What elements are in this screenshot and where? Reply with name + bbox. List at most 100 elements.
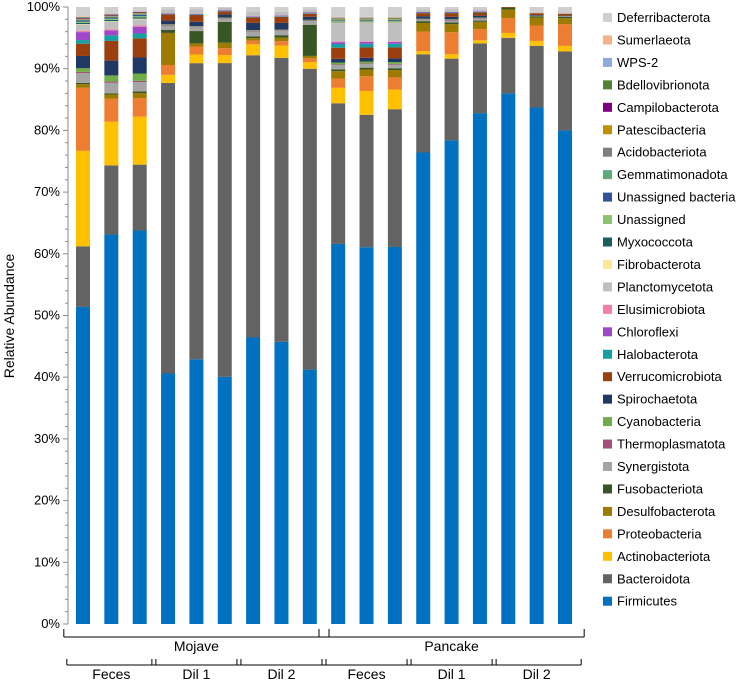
bar-segment [359,43,374,48]
bar-stack [331,7,346,625]
legend-item: Patescibacteria [603,122,707,137]
y-axis-title: Relative Abundance [1,254,17,379]
bar-segment [331,22,346,24]
bar-segment [558,13,572,16]
bar-segment [217,14,232,18]
bar-segment [387,41,402,42]
bar-segment [189,54,204,64]
bar-segment [104,15,119,16]
bar-segment [444,11,459,13]
bar-segment [416,11,431,13]
bar-segment [161,13,176,14]
bar-segment [132,80,147,83]
bar-segment [359,76,374,91]
bar-segment [416,22,431,32]
bar-segment [387,20,402,22]
legend-swatch [603,372,612,382]
bar-segment [132,19,147,26]
bar-segment [529,17,544,26]
bar-segment [387,22,402,23]
bar-segment [76,32,90,41]
bar-segment [274,41,289,46]
bar-segment [331,23,346,42]
bar-segment [302,369,317,624]
legend-swatch [603,192,612,202]
bar-segment [104,94,119,99]
legend-swatch [603,35,612,45]
bar-segment [217,18,232,19]
bar-segment [104,60,119,76]
bar-segment [189,27,204,32]
bar-segment [302,20,317,22]
legend-label: Bacteroidota [617,571,691,586]
bar-segment [104,13,119,15]
bar-segment [387,7,402,17]
bar-segment [189,63,204,360]
bar-segment [387,109,402,247]
bar-segment [132,33,147,39]
legend-label: Halobacterota [617,347,699,362]
bar-segment [444,19,459,20]
bar-segment [76,84,90,88]
legend-swatch [603,282,612,292]
bar-segment [331,44,346,48]
bar-segment [132,13,147,15]
bar-segment [472,12,487,16]
bar-segment [132,18,147,20]
bar-segment [76,22,90,25]
bar-segment [132,93,147,99]
legend-item: Unassigned bacteria [603,190,736,205]
bar-segment [302,7,317,10]
legend-label: Campilobacterota [617,100,720,115]
bar-segment [217,18,232,22]
legend-label: Fusobacteriota [617,481,704,496]
bar-segment [359,114,374,248]
bar-segment [246,44,261,56]
bar-segment [132,17,147,19]
bar-segment [331,243,346,625]
bar-segment [76,7,90,17]
bar-segment [387,16,402,18]
bar-segment [331,18,346,19]
bar-segment [302,21,317,25]
bar-segment [274,15,289,17]
bar-segment [246,40,261,45]
legend-item: Unassigned [603,212,686,227]
bar-segment [132,82,147,92]
bar-segment [161,74,176,83]
bar-segment [331,62,346,65]
subgroup-label: Feces [92,666,130,682]
bar-segment [274,35,289,38]
x-group-brackets: Mojave Feces Dil 1 Dil 2 Pancake Feces Dil 1 Di… [63,629,585,682]
bar-segment [359,21,374,23]
bar-segment [472,11,487,12]
bar-segment [359,41,374,44]
bar-segment [132,16,147,18]
bar-segment [359,41,374,42]
legend-label: Unassigned bacteria [617,190,736,205]
bar-segment [246,30,261,31]
bar-segment [189,43,204,47]
bar-stack [274,7,289,624]
bar-segment [104,75,119,82]
bar-segment [472,18,487,21]
bar-segment [558,51,572,131]
bar-segment [274,30,289,36]
bar-segment [217,48,232,56]
bar-segment [359,47,374,58]
bar-segment [444,13,459,17]
bar-segment [359,61,374,64]
bar-segment [331,103,346,244]
bar-segment [359,17,374,19]
legend-swatch [603,259,612,269]
bar-segment [387,70,402,78]
bar-segment [76,55,90,69]
legend-swatch [603,394,612,404]
bar-segment [161,14,176,21]
bar-segment [387,47,402,59]
bar-segment [274,7,289,12]
bar-segment [331,69,346,72]
legend-swatch [603,439,612,449]
bar-segment [246,17,261,23]
